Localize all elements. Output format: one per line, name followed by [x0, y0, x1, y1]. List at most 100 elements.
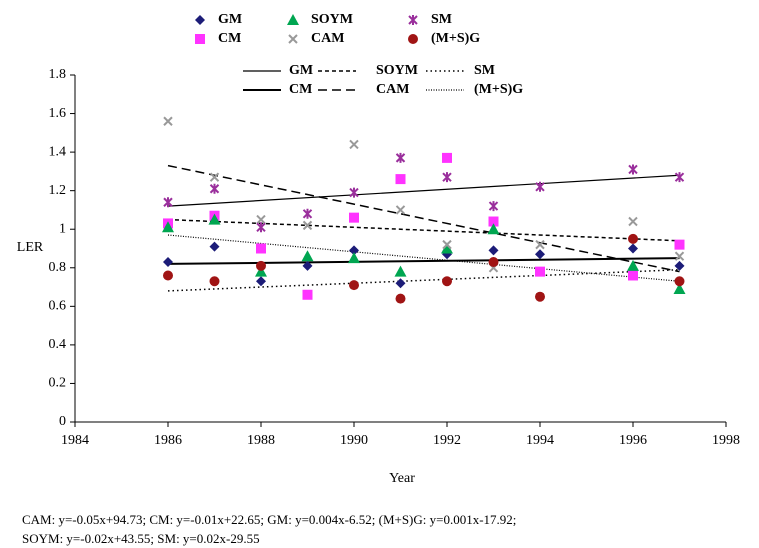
- point: [488, 201, 499, 212]
- trend-line: [167, 218, 680, 242]
- point: [674, 251, 685, 261]
- y-tick-label: 0.2: [49, 376, 67, 391]
- point: [674, 239, 685, 250]
- point: [535, 266, 545, 277]
- point: [628, 270, 638, 281]
- point: [535, 291, 545, 302]
- footnote: SOYM: y=-0.02x+43.55; SM: y=0.02x-29.55: [22, 531, 260, 546]
- legend-label: CAM: [311, 31, 344, 46]
- point: [674, 276, 685, 287]
- legend-marker: [195, 34, 205, 44]
- legend-label: SM: [431, 12, 452, 27]
- point: [395, 293, 406, 304]
- y-tick-label: 0.6: [49, 299, 67, 314]
- point: [302, 289, 313, 300]
- legend-marker: [408, 15, 418, 25]
- legend-label: CAM: [376, 82, 409, 97]
- point: [628, 164, 638, 175]
- trend-line: [167, 174, 680, 207]
- point: [302, 220, 313, 231]
- point: [255, 265, 267, 277]
- point: [395, 278, 406, 289]
- trend-line: [167, 164, 680, 273]
- x-tick-label: 1990: [340, 433, 368, 448]
- legend-label: (M+S)G: [474, 82, 523, 97]
- x-tick-label: 1988: [247, 433, 275, 448]
- legend-marker: [287, 14, 299, 25]
- point: [441, 242, 453, 254]
- legend-label: (M+S)G: [431, 31, 480, 46]
- point: [395, 205, 406, 215]
- legend-label: GM: [218, 12, 242, 27]
- point: [673, 282, 686, 294]
- legend-label: CM: [218, 31, 241, 46]
- trend-line: [167, 268, 680, 292]
- point: [487, 223, 500, 235]
- point: [208, 213, 221, 225]
- point: [394, 265, 407, 277]
- legend-label: CM: [289, 82, 312, 97]
- point: [162, 221, 174, 233]
- point: [209, 276, 220, 287]
- point: [442, 276, 452, 287]
- point: [349, 187, 359, 198]
- point: [256, 260, 266, 271]
- point: [349, 139, 359, 150]
- point: [535, 249, 545, 260]
- point: [256, 243, 266, 254]
- footnote: CAM: y=-0.05x+94.73; CM: y=-0.01x+22.65;…: [22, 512, 516, 527]
- legend-label: SM: [474, 63, 495, 78]
- legend-marker: [195, 15, 205, 25]
- point: [535, 239, 545, 250]
- x-tick-label: 1992: [433, 433, 461, 448]
- point: [395, 174, 406, 185]
- legend-marker: [408, 34, 418, 44]
- point: [442, 172, 452, 183]
- point: [488, 256, 499, 267]
- point: [442, 152, 452, 163]
- point: [163, 256, 173, 267]
- point: [395, 152, 406, 163]
- x-tick-label: 1996: [619, 433, 647, 448]
- point: [627, 259, 639, 271]
- point: [628, 233, 638, 244]
- x-tick-label: 1994: [526, 433, 554, 448]
- point: [163, 197, 173, 208]
- y-tick-label: 1.6: [49, 106, 67, 121]
- point: [488, 245, 499, 256]
- point: [163, 270, 173, 281]
- legend-label: SOYM: [376, 63, 418, 78]
- point: [628, 243, 638, 254]
- y-tick-label: 1.4: [49, 144, 67, 159]
- legend-marker: [288, 34, 298, 44]
- trend-line: [167, 234, 680, 282]
- point: [488, 216, 499, 227]
- point: [256, 276, 266, 287]
- y-axis-label: LER: [17, 240, 44, 255]
- point: [256, 222, 266, 233]
- point: [674, 260, 685, 271]
- y-tick-label: 0.4: [49, 337, 67, 352]
- point: [301, 250, 314, 262]
- point: [442, 239, 452, 250]
- point: [349, 245, 359, 256]
- point: [209, 241, 220, 252]
- legend-label: GM: [289, 63, 313, 78]
- point: [209, 172, 220, 182]
- point: [256, 214, 266, 225]
- trend-line: [167, 257, 680, 265]
- point: [674, 172, 685, 183]
- point: [348, 252, 360, 264]
- x-axis-label: Year: [389, 471, 415, 486]
- x-tick-label: 1984: [61, 433, 89, 448]
- point: [628, 216, 638, 227]
- point: [535, 181, 545, 192]
- y-tick-label: 1: [59, 221, 66, 236]
- point: [302, 208, 313, 219]
- y-tick-label: 1.2: [49, 183, 67, 198]
- x-tick-label: 1986: [154, 433, 182, 448]
- y-tick-label: 0: [59, 414, 66, 429]
- point: [163, 116, 173, 126]
